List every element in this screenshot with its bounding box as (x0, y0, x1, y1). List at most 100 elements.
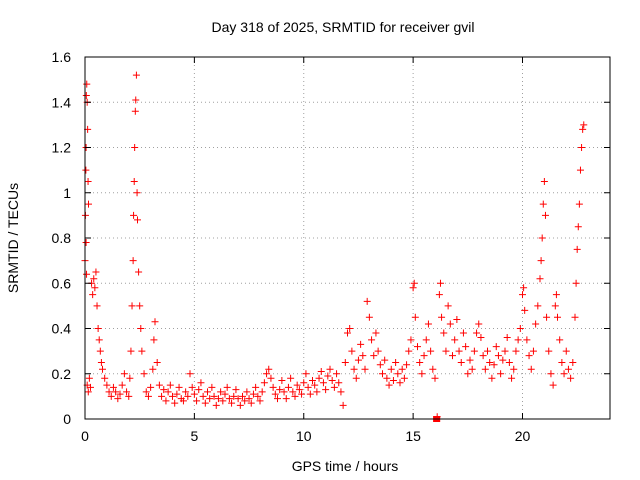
data-point (409, 284, 417, 292)
data-point (127, 347, 135, 355)
data-point (144, 392, 152, 400)
data-point (562, 347, 570, 355)
data-point (269, 383, 277, 391)
data-point (411, 313, 419, 321)
data-point (271, 390, 279, 398)
data-point (346, 325, 354, 332)
data-point (324, 372, 332, 380)
y-tick-label: 1 (63, 185, 71, 201)
data-point (153, 358, 161, 366)
data-point (129, 257, 137, 265)
data-point (551, 302, 559, 310)
data-point (175, 383, 183, 391)
data-point (462, 343, 470, 351)
data-point (91, 284, 99, 292)
data-point (387, 365, 395, 373)
data-point (490, 361, 498, 369)
data-point (579, 125, 587, 133)
data-point (109, 383, 117, 391)
chart-title: Day 318 of 2025, SRMTID for receiver gvi… (212, 19, 475, 35)
data-point (545, 347, 553, 355)
y-tick-label: 0.8 (52, 230, 72, 246)
data-point (540, 177, 548, 185)
data-point (486, 358, 494, 366)
data-point (313, 388, 321, 396)
data-point (449, 352, 456, 360)
data-point (89, 291, 97, 299)
data-point (481, 365, 489, 373)
data-point (374, 347, 382, 355)
data-point (291, 392, 299, 400)
data-point (339, 401, 347, 409)
data-point (383, 374, 391, 382)
data-point (521, 306, 529, 314)
data-point (280, 388, 288, 396)
data-point (436, 279, 444, 287)
data-point (228, 399, 236, 407)
data-point (245, 395, 253, 403)
data-point (282, 395, 290, 403)
y-tick-label: 0.6 (52, 275, 72, 291)
data-point (289, 388, 297, 396)
data-point (319, 379, 327, 387)
data-point (392, 358, 400, 366)
data-point (86, 383, 94, 391)
data-point (134, 216, 141, 224)
x-tick-label: 20 (515, 428, 531, 444)
data-point (162, 397, 170, 405)
data-point (446, 320, 454, 328)
data-point (274, 395, 281, 403)
data-point (537, 257, 545, 265)
data-point (442, 347, 450, 355)
data-point (424, 320, 432, 328)
data-point (396, 379, 404, 387)
grid-lines (85, 57, 610, 419)
data-point (223, 383, 231, 391)
data-point (136, 302, 144, 310)
data-point (538, 234, 546, 242)
data-point (361, 365, 369, 373)
plot-frame (84, 56, 611, 420)
data-point (300, 379, 308, 387)
data-point (341, 358, 349, 366)
data-point (405, 347, 413, 355)
data-point (501, 347, 509, 355)
data-point (149, 365, 157, 373)
data-point (150, 336, 158, 344)
data-point (278, 377, 286, 385)
data-point (82, 239, 90, 247)
data-point (532, 320, 540, 328)
data-point (94, 325, 102, 332)
data-point (306, 390, 314, 398)
data-point (234, 395, 242, 403)
data-point (132, 96, 140, 104)
data-point (359, 352, 367, 360)
data-point (302, 370, 310, 378)
data-point (201, 399, 209, 407)
data-point (379, 370, 386, 378)
data-point (414, 343, 421, 351)
data-point (214, 395, 222, 403)
data-point (527, 365, 535, 373)
data-point (410, 279, 418, 287)
data-point (236, 401, 244, 409)
data-point (293, 381, 301, 389)
data-point (317, 367, 325, 375)
data-point (114, 395, 122, 403)
data-point (265, 365, 273, 373)
x-tick-label: 0 (81, 428, 89, 444)
data-point (407, 336, 415, 344)
data-point (164, 388, 172, 396)
data-point (188, 383, 196, 391)
data-point (541, 211, 549, 219)
data-point (239, 392, 246, 400)
data-point (357, 340, 365, 348)
data-point (263, 370, 271, 378)
data-point (322, 386, 330, 394)
data-point (135, 268, 143, 276)
y-tick-label: 0.4 (52, 321, 72, 337)
data-point (256, 397, 264, 405)
data-point (83, 270, 91, 278)
data-point (420, 352, 428, 360)
